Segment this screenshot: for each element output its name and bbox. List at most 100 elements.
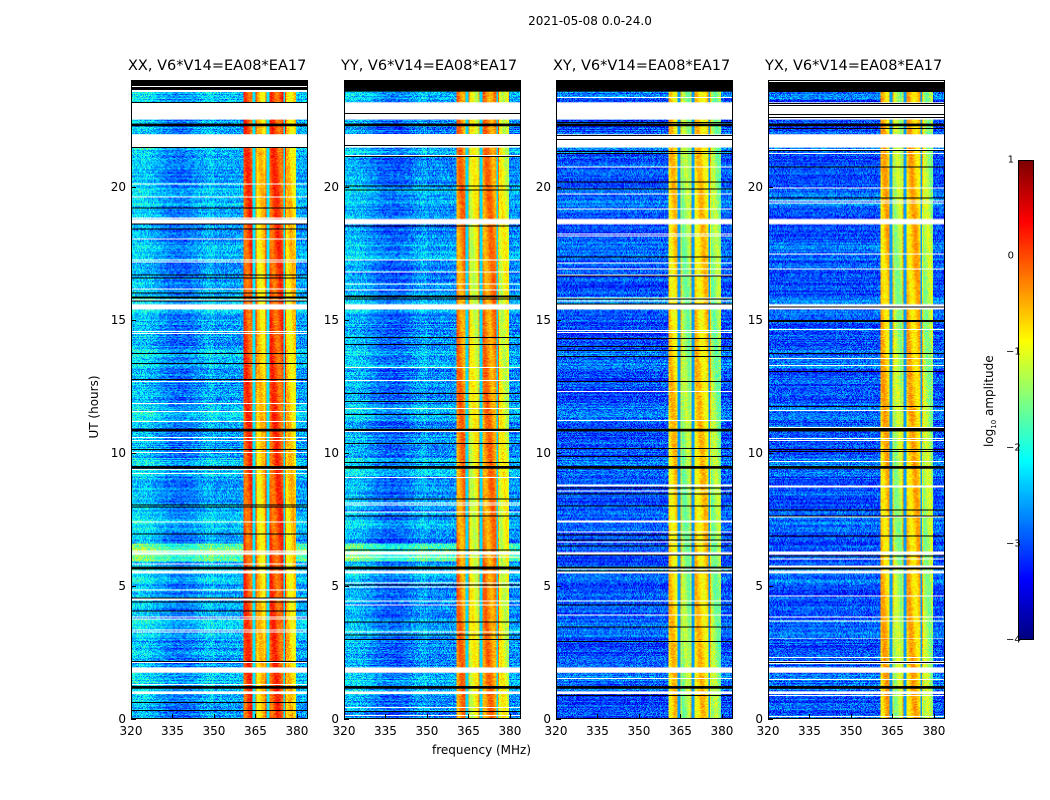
heatmap-canvas [557,81,732,718]
y-tick-label: 0 [755,712,763,726]
y-tick-mark [344,585,349,587]
x-tick-label: 380 [922,724,946,738]
panel-title-yy: YY, V6*V14=EA08*EA17 [341,58,518,74]
x-tick-mark [892,714,894,719]
heatmap-canvas [132,81,307,718]
x-tick-mark [385,714,387,719]
y-tick-mark [344,319,349,321]
panel-title-xy: XY, V6*V14=EA08*EA17 [553,58,731,74]
y-tick-label: 15 [323,312,339,327]
heatmap-panel-xx [131,80,308,719]
colorbar-label-main: log [981,428,996,448]
y-tick-mark [344,452,349,454]
y-tick-label: 15 [110,312,126,327]
x-tick-label: 335 [374,724,397,738]
y-axis-label: UT (hours) [87,375,101,439]
x-tick-label: 335 [586,724,609,738]
x-tick-label: 380 [285,724,309,738]
x-tick-mark [638,714,640,719]
panel-title-yx: YX, V6*V14=EA08*EA17 [765,58,943,74]
y-tick-mark [556,719,561,720]
y-tick-mark [131,585,136,587]
y-tick-mark [131,319,136,321]
x-tick-label: 350 [627,724,651,738]
x-tick-mark [255,714,257,719]
y-tick-mark [556,319,561,321]
x-tick-mark [721,714,723,719]
colorbar-label: log10 amplitude [982,351,998,451]
x-tick-mark [468,714,470,719]
y-tick-mark [768,186,773,188]
x-tick-label: 350 [202,724,226,738]
y-tick-mark [768,719,773,720]
panel-title-xx: XX, V6*V14=EA08*EA17 [128,58,307,74]
heatmap-canvas [769,81,944,718]
heatmap-panel-xy [556,80,733,719]
colorbar-label-tail: amplitude [981,355,996,420]
x-tick-label: 335 [798,724,821,738]
x-tick-mark [809,714,811,719]
y-tick-label: 5 [118,578,126,593]
y-tick-label: 20 [323,179,339,194]
y-tick-label: 5 [543,578,551,593]
x-tick-mark [680,714,682,719]
x-tick-mark [850,714,852,719]
y-tick-label: 20 [535,179,551,194]
x-tick-label: 335 [161,724,184,738]
y-tick-mark [556,186,561,188]
colorbar-tick-label: −4 [1006,634,1021,646]
y-tick-mark [131,186,136,188]
y-tick-mark [768,452,773,454]
y-tick-label: 5 [331,578,339,593]
y-tick-label: 10 [110,445,126,460]
y-tick-mark [344,719,349,720]
colorbar-tick-label: −3 [1006,538,1021,550]
x-tick-label: 320 [544,724,568,738]
x-tick-mark [768,714,769,719]
y-tick-label: 20 [110,179,126,194]
colorbar [1018,160,1034,640]
heatmap-canvas [345,81,520,718]
colorbar-tick-label: 1 [1007,154,1014,166]
x-tick-label: 320 [756,724,780,738]
x-tick-label: 365 [881,724,904,738]
x-tick-label: 365 [457,724,480,738]
y-tick-mark [131,452,136,454]
y-tick-mark [344,186,349,188]
y-tick-mark [556,585,561,587]
colorbar-tick-label: −1 [1006,346,1021,358]
y-tick-label: 0 [118,712,126,726]
x-tick-label: 350 [415,724,439,738]
figure-title: 2021-05-08 0.0-24.0 [528,14,652,28]
y-tick-label: 0 [331,712,339,726]
x-tick-label: 320 [332,724,356,738]
y-tick-mark [131,719,136,720]
heatmap-panel-yx [768,80,945,719]
y-tick-mark [768,585,773,587]
x-tick-mark [509,714,511,719]
x-tick-mark [344,714,345,719]
colorbar-tick-label: 0 [1007,250,1014,262]
y-tick-label: 15 [535,312,551,327]
x-tick-mark [213,714,215,719]
y-tick-label: 20 [747,179,763,194]
x-axis-label: frequency (MHz) [432,743,532,757]
x-tick-label: 365 [244,724,267,738]
colorbar-tick-label: −2 [1006,442,1021,454]
x-tick-mark [426,714,428,719]
y-tick-label: 10 [535,445,551,460]
heatmap-panel-yy [344,80,521,719]
y-tick-label: 5 [755,578,763,593]
x-tick-mark [172,714,174,719]
x-tick-mark [597,714,599,719]
x-tick-label: 365 [669,724,692,738]
x-tick-label: 380 [710,724,734,738]
x-tick-label: 350 [839,724,863,738]
x-tick-label: 380 [498,724,522,738]
y-tick-label: 10 [323,445,339,460]
y-tick-mark [556,452,561,454]
y-tick-label: 15 [747,312,763,327]
x-tick-mark [933,714,935,719]
x-tick-mark [296,714,298,719]
x-tick-label: 320 [119,724,143,738]
